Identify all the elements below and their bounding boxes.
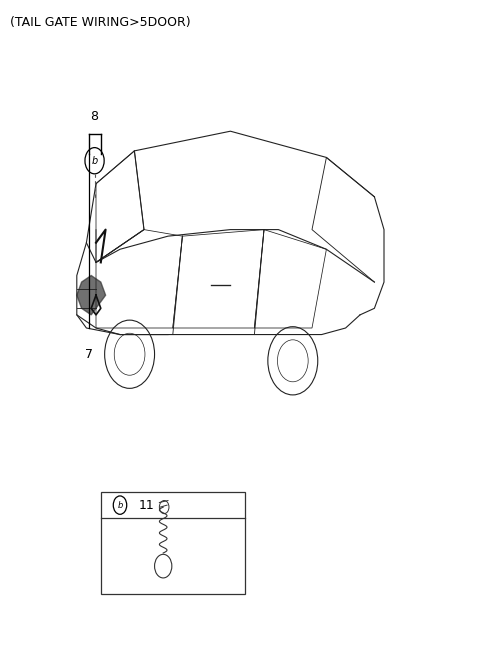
Bar <box>101 492 245 594</box>
Text: 8: 8 <box>91 110 98 123</box>
Text: b: b <box>91 155 98 166</box>
Text: 7: 7 <box>85 348 93 361</box>
Text: b: b <box>117 501 123 510</box>
Text: (TAIL GATE WIRING>5DOOR): (TAIL GATE WIRING>5DOOR) <box>10 16 190 30</box>
Text: 11: 11 <box>139 499 154 512</box>
Polygon shape <box>77 276 106 315</box>
